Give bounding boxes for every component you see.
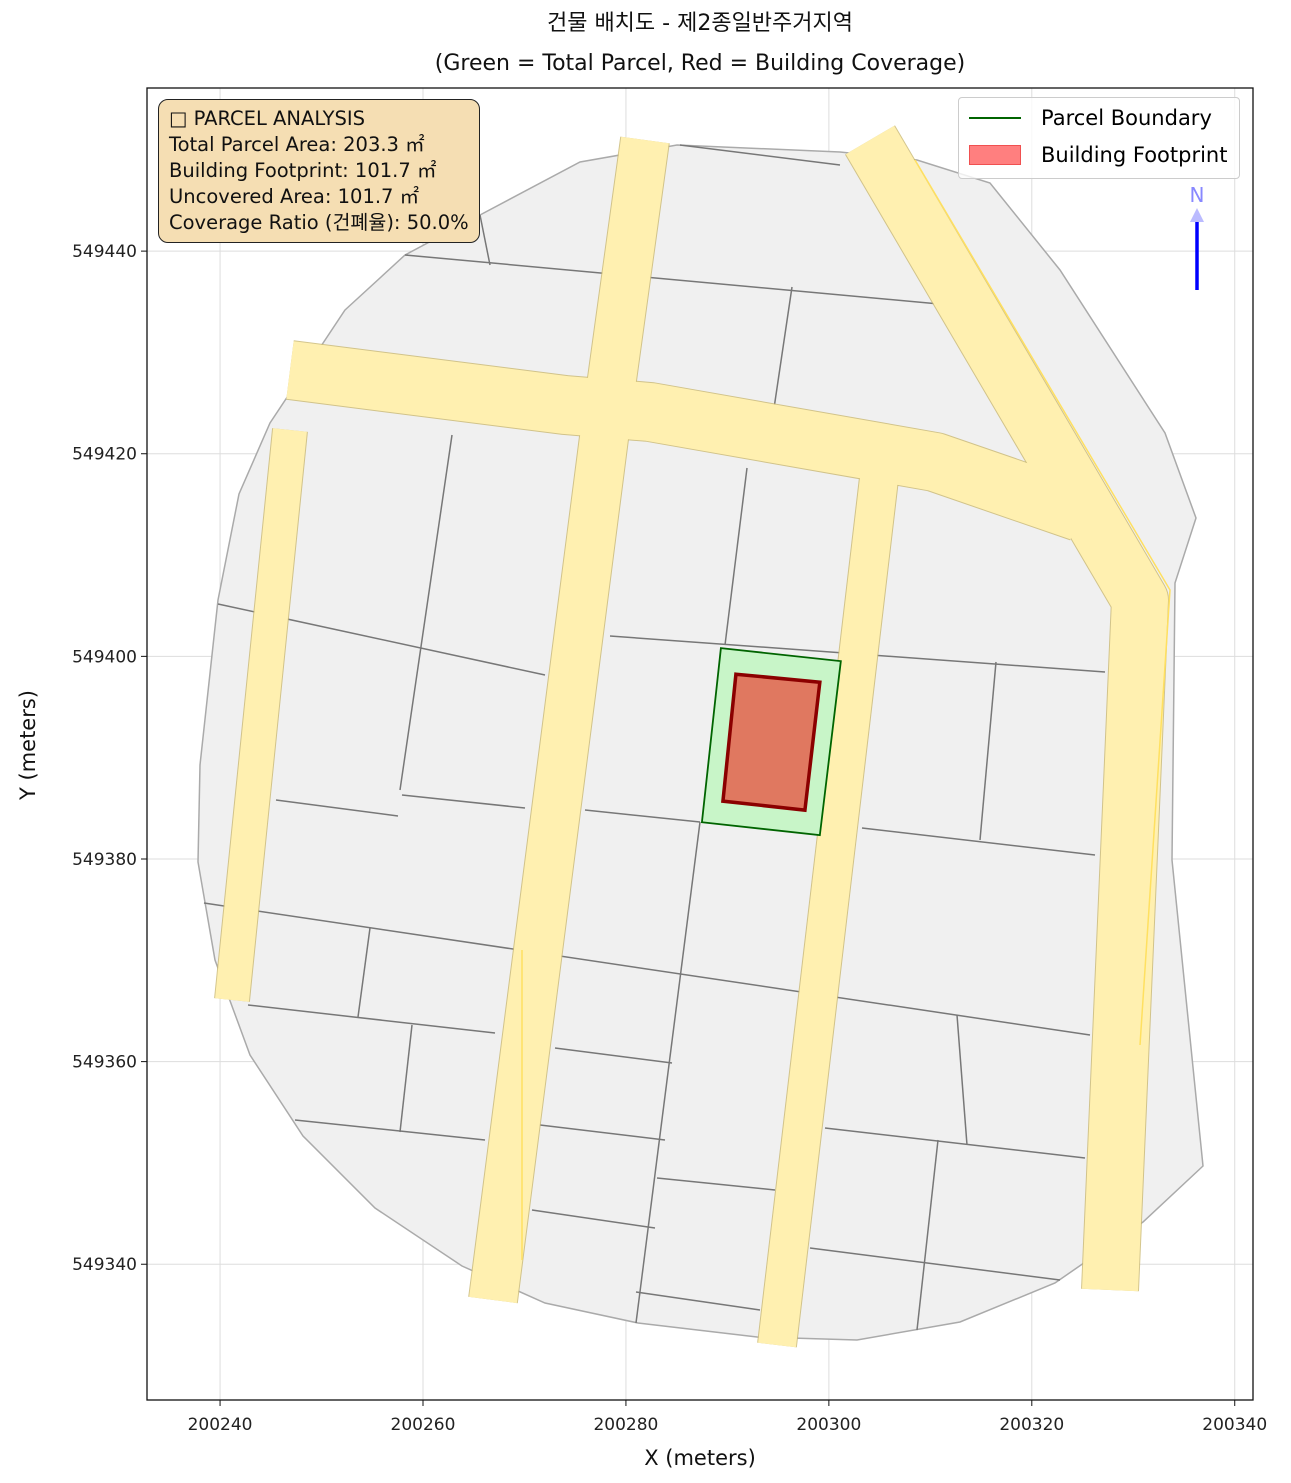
- y-tick-label: 549420: [72, 445, 137, 465]
- y-axis-label: Y (meters): [16, 690, 40, 801]
- ticks: 200240 200260 200280 200300 200320 200340 5494…: [72, 242, 1267, 1435]
- roads: [214, 125, 1171, 1348]
- legend-patch-swatch: [969, 145, 1021, 165]
- axes-frame: [146, 87, 1254, 1401]
- x-tick-label: 200280: [593, 1415, 658, 1435]
- info-building-footprint: Building Footprint: 101.7 ㎡: [169, 159, 437, 182]
- y-tick-label: 549360: [72, 1053, 137, 1073]
- north-arrowhead-icon: [1190, 208, 1204, 222]
- x-axis-label: X (meters): [644, 1446, 756, 1470]
- y-tick-label: 549380: [72, 850, 137, 870]
- info-total-area: Total Parcel Area: 203.3 ㎡: [169, 133, 425, 156]
- x-tick-label: 200340: [1202, 1415, 1267, 1435]
- y-tick-label: 549400: [72, 647, 137, 667]
- title-line2: (Green = Total Parcel, Red = Building Co…: [435, 51, 966, 76]
- legend-label: Building Footprint: [1041, 143, 1228, 167]
- y-tick-label: 549340: [72, 1255, 137, 1275]
- north-label: N: [1190, 183, 1205, 207]
- legend-line-swatch: [969, 117, 1021, 119]
- x-tick-label: 200300: [796, 1415, 861, 1435]
- area-boundary: [197, 144, 1204, 1341]
- legend-item-parcel: Parcel Boundary: [969, 106, 1212, 130]
- info-coverage-ratio: Coverage Ratio (건폐율): 50.0%: [169, 211, 469, 234]
- parcel-analysis-box: □ PARCEL ANALYSIS Total Parcel Area: 203…: [158, 99, 480, 243]
- parcel-lines: [203, 144, 1106, 1331]
- y-tick-label: 549440: [72, 242, 137, 262]
- building-footprint-polygon[interactable]: [721, 672, 822, 813]
- info-uncovered-area: Uncovered Area: 101.7 ㎡: [169, 185, 420, 208]
- legend-label: Parcel Boundary: [1041, 106, 1212, 130]
- x-tick-label: 200240: [188, 1415, 253, 1435]
- legend: Parcel Boundary Building Footprint: [958, 97, 1240, 179]
- x-tick-label: 200260: [391, 1415, 456, 1435]
- x-tick-label: 200320: [999, 1415, 1064, 1435]
- info-heading: □ PARCEL ANALYSIS: [169, 107, 366, 130]
- title-line1: 건물 배치도 - 제2종일반주거지역: [547, 11, 853, 36]
- legend-item-building: Building Footprint: [969, 143, 1227, 167]
